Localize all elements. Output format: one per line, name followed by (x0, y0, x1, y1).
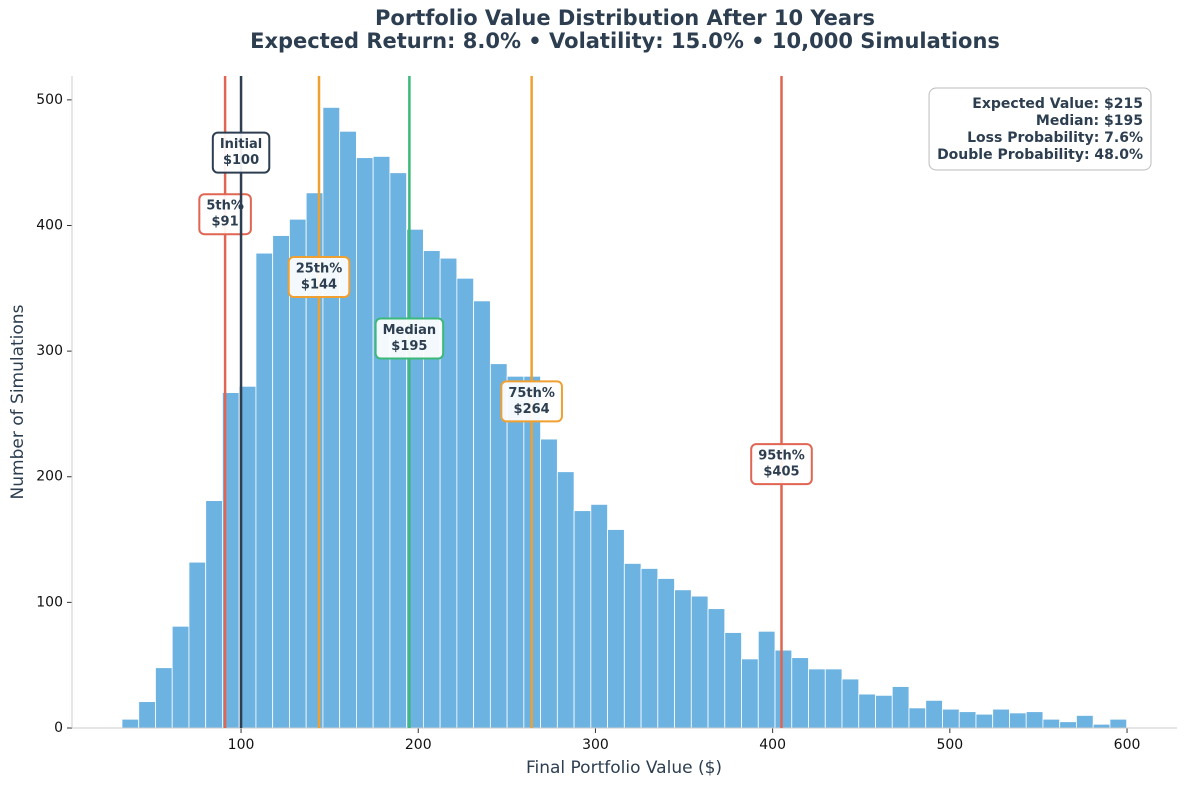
bar (389, 172, 408, 729)
reference-value: $405 (763, 465, 799, 480)
bar (372, 156, 391, 729)
bar (875, 694, 893, 729)
bar (707, 608, 726, 729)
bar (774, 649, 793, 729)
y-tick-label: 0 (54, 720, 63, 736)
bar (824, 668, 843, 729)
reference-label: 75th%$264 (500, 380, 563, 423)
x-tick-label: 500 (936, 737, 963, 753)
bar (1109, 718, 1128, 729)
bar (171, 625, 190, 729)
y-tick-label: 300 (36, 343, 63, 359)
info-line: Loss Probability: 7.6% (967, 130, 1143, 146)
bar (573, 510, 592, 729)
bar (992, 708, 1010, 729)
reference-name: 5th% (206, 199, 244, 214)
bar (908, 707, 927, 729)
bar (272, 235, 290, 729)
bar (623, 563, 642, 729)
bar (255, 252, 274, 729)
bar (841, 678, 860, 729)
chart-subtitle: Expected Return: 8.0% • Volatility: 15.0… (250, 29, 1000, 53)
bar (607, 529, 625, 729)
bar (640, 568, 659, 729)
reference-value: $264 (514, 402, 550, 417)
y-tick-label: 500 (36, 92, 63, 108)
info-line: Median: $195 (1036, 113, 1143, 129)
bar (473, 300, 491, 729)
bar (356, 157, 374, 729)
bar (690, 595, 709, 729)
reference-name: Initial (220, 137, 262, 152)
bar (1076, 715, 1094, 729)
bar (958, 711, 977, 729)
info-box (928, 87, 1152, 171)
bar (155, 667, 173, 729)
bar (205, 500, 223, 729)
x-tick-label: 100 (228, 737, 255, 753)
x-tick-label: 600 (1114, 737, 1141, 753)
reference-label-box (287, 256, 351, 299)
bar (556, 471, 575, 729)
reference-name: 75th% (508, 386, 555, 401)
bar (925, 699, 943, 729)
reference-name: 95th% (758, 449, 805, 464)
chart-title: Portfolio Value Distribution After 10 Ye… (375, 6, 875, 30)
bar (757, 630, 776, 729)
bar (188, 561, 207, 729)
bar (858, 693, 876, 729)
reference-value: $144 (301, 278, 337, 293)
reference-value: $91 (212, 215, 239, 230)
bar (590, 503, 608, 729)
bar (724, 632, 742, 729)
bar (808, 668, 826, 729)
info-line: Double Probability: 48.0% (937, 147, 1143, 163)
bar (1092, 723, 1111, 729)
info-line: Expected Value: $215 (972, 96, 1143, 112)
x-tick-label: 200 (405, 737, 432, 753)
x-tick-label: 400 (759, 737, 786, 753)
bar (657, 578, 675, 729)
bar (791, 657, 809, 729)
reference-name: Median (383, 323, 437, 338)
reference-label: 95th%$405 (750, 443, 813, 486)
bar (506, 375, 525, 729)
bar (942, 708, 960, 729)
x-axis-label: Final Portfolio Value ($) (526, 758, 722, 778)
reference-value: $100 (223, 153, 259, 168)
y-tick-label: 100 (36, 594, 63, 610)
reference-label-box (500, 380, 563, 423)
bar (339, 130, 357, 729)
y-tick-label: 200 (36, 469, 63, 485)
bar (1042, 718, 1061, 729)
bar (1059, 721, 1077, 729)
reference-name: 25th% (296, 262, 343, 277)
bar (456, 277, 475, 729)
reference-label-box (198, 193, 252, 236)
reference-label-box (374, 317, 445, 360)
bar (138, 701, 156, 729)
bar (891, 686, 910, 729)
bar (1025, 711, 1044, 729)
reference-label: 5th%$91 (198, 193, 252, 236)
bar (540, 438, 558, 729)
reference-label: Median$195 (374, 317, 445, 360)
x-tick-label: 300 (582, 737, 609, 753)
bar (322, 107, 341, 729)
reference-label-box (211, 131, 271, 174)
bar (674, 589, 692, 729)
bar (121, 718, 140, 729)
y-axis-label: Number of Simulations (8, 304, 28, 499)
reference-value: $195 (391, 339, 427, 354)
reference-label: Initial$100 (211, 131, 271, 174)
y-tick-label: 400 (36, 217, 63, 233)
reference-label-box (750, 443, 813, 486)
reference-label: 25th%$144 (287, 256, 351, 299)
bar (975, 713, 994, 729)
bar (741, 658, 759, 729)
bar (1009, 712, 1027, 729)
